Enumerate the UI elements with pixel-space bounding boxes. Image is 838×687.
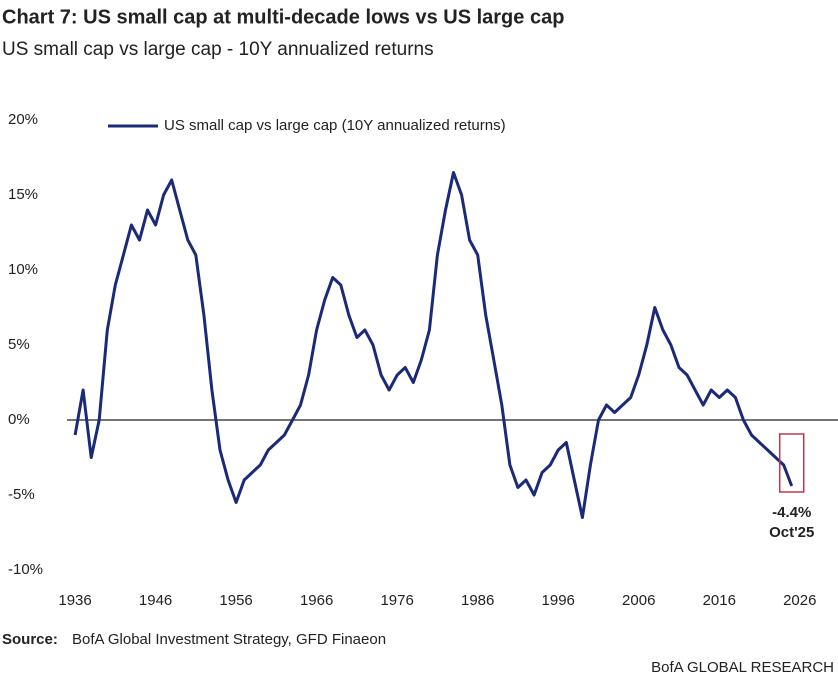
x-tick-label: 1936 [58, 592, 91, 609]
x-tick-label: 1946 [139, 592, 172, 609]
y-tick-label: 20% [8, 111, 38, 128]
annotation: Oct'25 [769, 524, 814, 541]
value-label: -4.4% [772, 504, 811, 521]
x-tick-label: 1966 [300, 592, 333, 609]
chart-title: Chart 7: US small cap at multi-decade lo… [2, 6, 564, 28]
x-tick-label: 1976 [380, 592, 413, 609]
chart-subtitle: US small cap vs large cap - 10Y annualiz… [2, 39, 434, 60]
y-tick-label: 0% [8, 411, 30, 428]
x-tick-label: 2016 [703, 592, 736, 609]
source-label: Source: [2, 631, 58, 648]
y-tick-label: -10% [8, 561, 43, 578]
x-tick-label: 1986 [461, 592, 494, 609]
y-tick-label: 5% [8, 336, 30, 353]
x-tick-label: 1956 [219, 592, 252, 609]
y-tick-label: -5% [8, 486, 35, 503]
x-tick-label: 2026 [783, 592, 816, 609]
source: BofA Global Investment Strategy, GFD Fin… [72, 631, 386, 648]
legend-label: US small cap vs large cap (10Y annualize… [164, 117, 506, 134]
x-tick-label: 2006 [622, 592, 655, 609]
y-tick-label: 15% [8, 186, 38, 203]
footer: BofA GLOBAL RESEARCH [651, 659, 834, 676]
highlight-box [778, 433, 805, 493]
data-line [73, 171, 794, 519]
x-tick-label: 1996 [542, 592, 575, 609]
y-tick-label: 10% [8, 261, 38, 278]
